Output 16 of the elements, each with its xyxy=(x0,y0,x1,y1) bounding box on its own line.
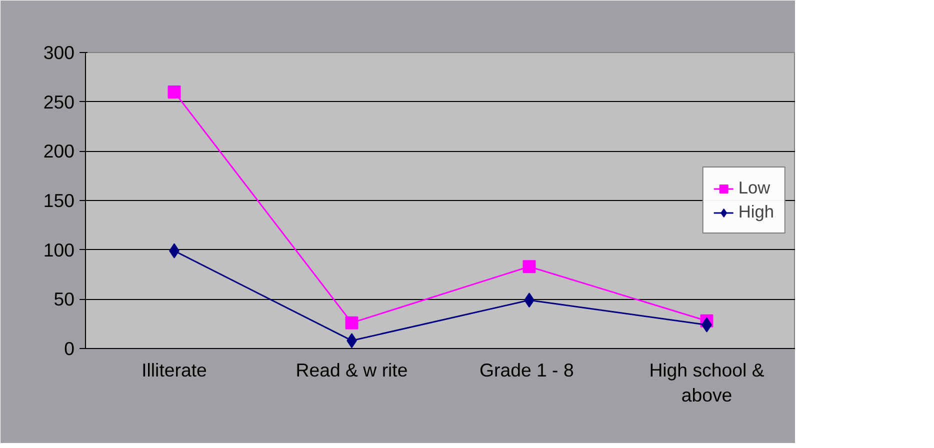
y-tick-label: 200 xyxy=(43,140,75,162)
y-tick-label: 100 xyxy=(43,239,75,260)
x-tick-label: High school & above xyxy=(649,360,765,406)
y-tick-label: 250 xyxy=(43,91,75,112)
y-tick-label: 50 xyxy=(54,288,75,310)
y-tick-label: 300 xyxy=(43,42,75,63)
point xyxy=(345,316,358,330)
legend-label: Low xyxy=(738,178,770,198)
y-tick-label: 150 xyxy=(43,190,75,211)
x-tick-label: Read & w rite xyxy=(296,360,408,380)
legend-label: High xyxy=(738,202,774,222)
point xyxy=(522,260,536,274)
x-tick-label: Grade 1 - 8 xyxy=(479,360,574,380)
point xyxy=(168,85,181,98)
x-tick-label: Illiterate xyxy=(142,360,207,380)
y-tick-label: 0 xyxy=(64,338,75,359)
